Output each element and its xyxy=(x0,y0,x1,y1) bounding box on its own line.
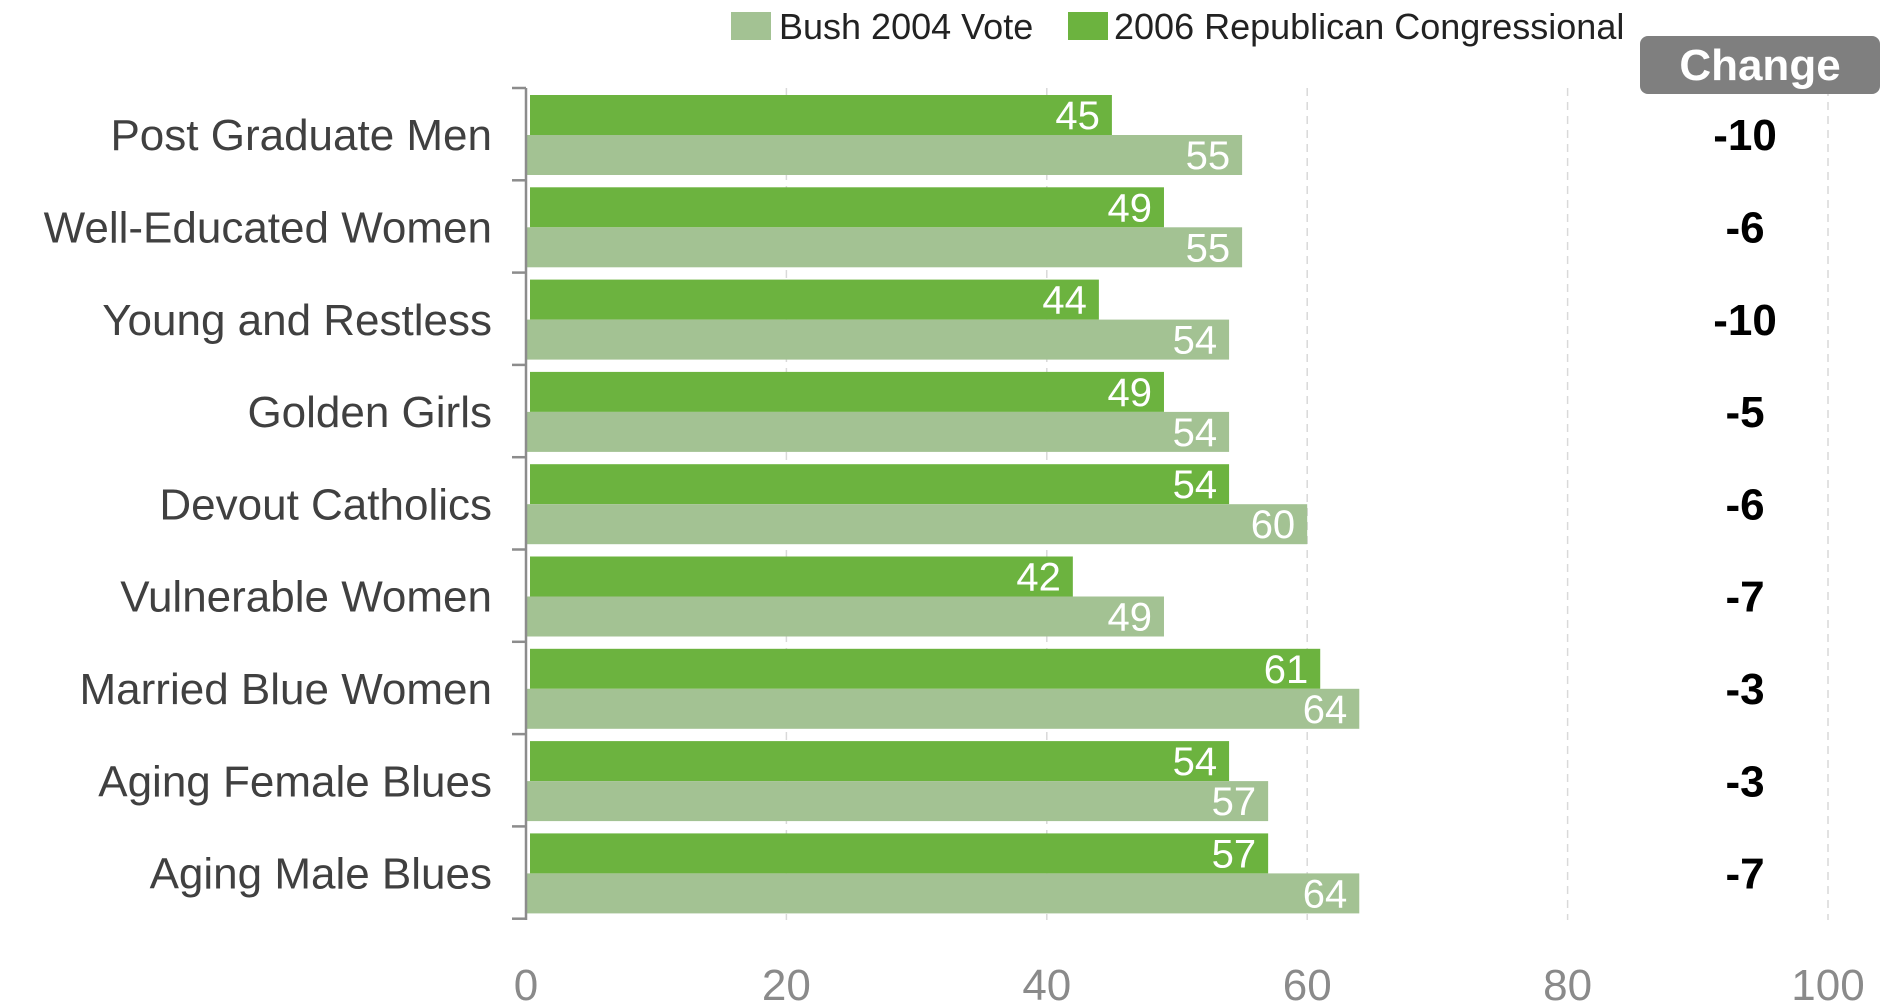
category-label-well-educated-women: Well-Educated Women xyxy=(44,203,492,252)
bar-2004-golden-girls xyxy=(526,411,1230,452)
change-header: Change xyxy=(1679,41,1840,90)
bar-2006-well-educated-women xyxy=(530,187,1164,228)
data-label-2006-aging-female-blues: 54 xyxy=(1173,740,1218,784)
bar-2004-well-educated-women xyxy=(526,227,1243,268)
category-label-married-blue-women: Married Blue Women xyxy=(80,665,492,714)
data-label-2004-well-educated-women: 55 xyxy=(1186,226,1231,270)
change-value-post-graduate-men: -10 xyxy=(1713,111,1777,160)
change-column: -10 -6 -10 -5 -6 -7 -3 -3 -7 Change xyxy=(1640,36,1880,899)
change-value-aging-female-blues: -3 xyxy=(1725,757,1764,806)
data-label-2004-post-graduate-men: 55 xyxy=(1186,134,1231,178)
change-value-devout-catholics: -6 xyxy=(1725,480,1764,529)
data-label-2004-devout-catholics: 60 xyxy=(1251,503,1296,547)
x-tick-label-0: 0 xyxy=(514,961,538,1006)
data-label-2004-aging-male-blues: 64 xyxy=(1303,872,1348,916)
category-label-post-graduate-men: Post Graduate Men xyxy=(110,111,492,160)
labels: 45 55 Post Graduate Men 49 55 Well-Educated W… xyxy=(44,94,1348,916)
category-label-young-and-restless: Young and Restless xyxy=(102,296,492,345)
data-label-2006-young-and-restless: 44 xyxy=(1042,279,1087,323)
x-tick-label-20: 20 xyxy=(762,961,811,1006)
category-label-vulnerable-women: Vulnerable Women xyxy=(120,573,492,622)
bar-2006-golden-girls xyxy=(530,371,1164,412)
data-label-2006-married-blue-women: 61 xyxy=(1264,648,1309,692)
change-value-young-and-restless: -10 xyxy=(1713,296,1777,345)
legend-label-2006-republican: 2006 Republican Congressional xyxy=(1114,6,1624,47)
bar-2006-aging-female-blues xyxy=(530,741,1230,782)
bars xyxy=(526,95,1360,914)
bar-2004-aging-female-blues xyxy=(526,781,1269,822)
bar-2006-vulnerable-women xyxy=(530,556,1073,597)
change-value-married-blue-women: -3 xyxy=(1725,665,1764,714)
x-tick-label-100: 100 xyxy=(1791,961,1864,1006)
bar-2006-devout-catholics xyxy=(530,464,1230,505)
change-value-golden-girls: -5 xyxy=(1725,388,1764,437)
data-label-2006-devout-catholics: 54 xyxy=(1173,463,1218,507)
bar-2004-young-and-restless xyxy=(526,319,1230,360)
data-label-2004-married-blue-women: 64 xyxy=(1303,688,1348,732)
bar-2004-aging-male-blues xyxy=(526,873,1360,914)
bar-2006-married-blue-women xyxy=(530,648,1321,689)
category-label-golden-girls: Golden Girls xyxy=(247,388,492,437)
category-label-aging-male-blues: Aging Male Blues xyxy=(150,850,492,899)
data-label-2006-golden-girls: 49 xyxy=(1107,371,1152,415)
legend: Bush 2004 Vote 2006 Republican Congressio… xyxy=(731,6,1624,47)
category-label-aging-female-blues: Aging Female Blues xyxy=(98,757,492,806)
bar-2004-post-graduate-men xyxy=(526,135,1243,175)
bar-2004-married-blue-women xyxy=(526,688,1360,729)
change-header-box xyxy=(1640,36,1880,94)
change-value-aging-male-blues: -7 xyxy=(1725,850,1764,899)
bar-2004-devout-catholics xyxy=(526,504,1308,545)
bar-2004-vulnerable-women xyxy=(526,596,1164,637)
bar-2006-young-and-restless xyxy=(530,279,1099,320)
legend-swatch-2006-republican xyxy=(1068,12,1108,40)
axes: 0 20 40 60 80 100 xyxy=(512,86,1865,1006)
data-label-2006-aging-male-blues: 57 xyxy=(1212,832,1257,876)
x-tick-label-60: 60 xyxy=(1283,961,1332,1006)
x-tick-label-40: 40 xyxy=(1022,961,1071,1006)
data-label-2006-well-educated-women: 49 xyxy=(1107,186,1152,230)
data-label-2004-vulnerable-women: 49 xyxy=(1107,596,1152,640)
data-label-2006-vulnerable-women: 42 xyxy=(1016,556,1061,600)
bar-2006-aging-male-blues xyxy=(530,833,1269,874)
change-value-vulnerable-women: -7 xyxy=(1725,573,1764,622)
data-label-2004-golden-girls: 54 xyxy=(1173,411,1218,455)
change-value-well-educated-women: -6 xyxy=(1725,203,1764,252)
legend-swatch-bush-2004 xyxy=(731,12,771,40)
category-label-devout-catholics: Devout Catholics xyxy=(159,480,492,529)
data-label-2004-aging-female-blues: 57 xyxy=(1212,780,1257,824)
data-label-2004-young-and-restless: 54 xyxy=(1173,319,1218,363)
x-tick-label-80: 80 xyxy=(1543,961,1592,1006)
data-label-2006-post-graduate-men: 45 xyxy=(1055,94,1100,138)
legend-label-bush-2004: Bush 2004 Vote xyxy=(779,6,1033,47)
bar-2006-post-graduate-men xyxy=(530,95,1112,135)
